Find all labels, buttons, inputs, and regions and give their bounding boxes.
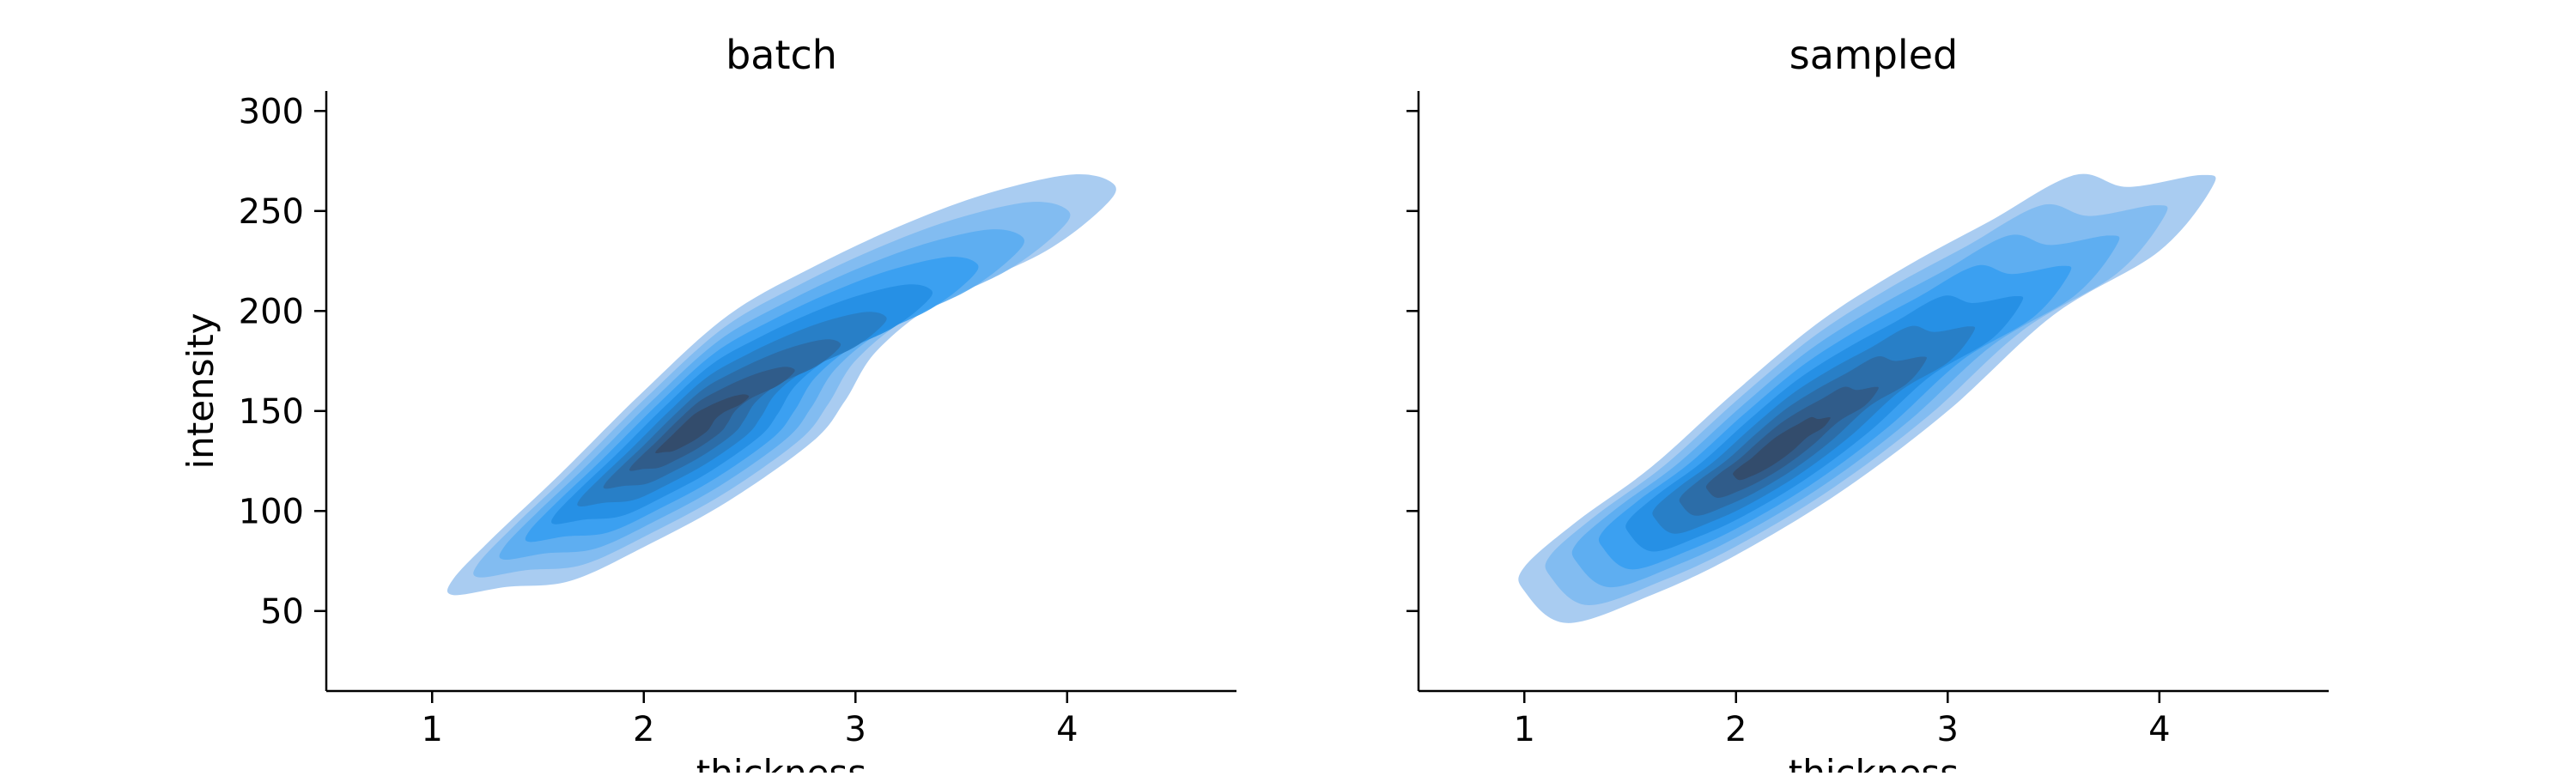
y-tick-label: 300 [239, 92, 304, 131]
x-tick-label: 2 [1725, 710, 1747, 749]
kde-contours [447, 174, 1116, 596]
x-tick-label: 4 [2148, 710, 2170, 749]
kde-contour-level-9 [1733, 416, 1831, 481]
y-tick-label: 150 [239, 392, 304, 432]
y-tick-label: 200 [239, 292, 304, 331]
y-axis-label: intensity [179, 312, 222, 469]
panel-1: sampled 1 2 3 4 thickness [1406, 32, 2329, 776]
x-tick-label: 2 [633, 710, 654, 749]
kde-contours [1518, 173, 2216, 623]
x-tick-label: 3 [845, 710, 866, 749]
kde-contour-level-9 [655, 394, 750, 454]
panel-0: batch 1 2 3 4 50 100 150 200 250 300 thickness inten… [179, 32, 1236, 776]
panel-title: batch [726, 32, 837, 78]
x-axis-label: thickness [696, 752, 866, 773]
y-tick-label: 250 [239, 192, 304, 232]
x-tick-label: 4 [1056, 710, 1078, 749]
panel-title: sampled [1789, 32, 1958, 78]
x-tick-label: 1 [1514, 710, 1535, 749]
y-tick-label: 100 [239, 492, 304, 531]
x-axis-label: thickness [1789, 752, 1959, 773]
y-tick-label: 50 [260, 592, 304, 632]
x-tick-label: 1 [422, 710, 443, 749]
x-tick-label: 3 [1937, 710, 1959, 749]
